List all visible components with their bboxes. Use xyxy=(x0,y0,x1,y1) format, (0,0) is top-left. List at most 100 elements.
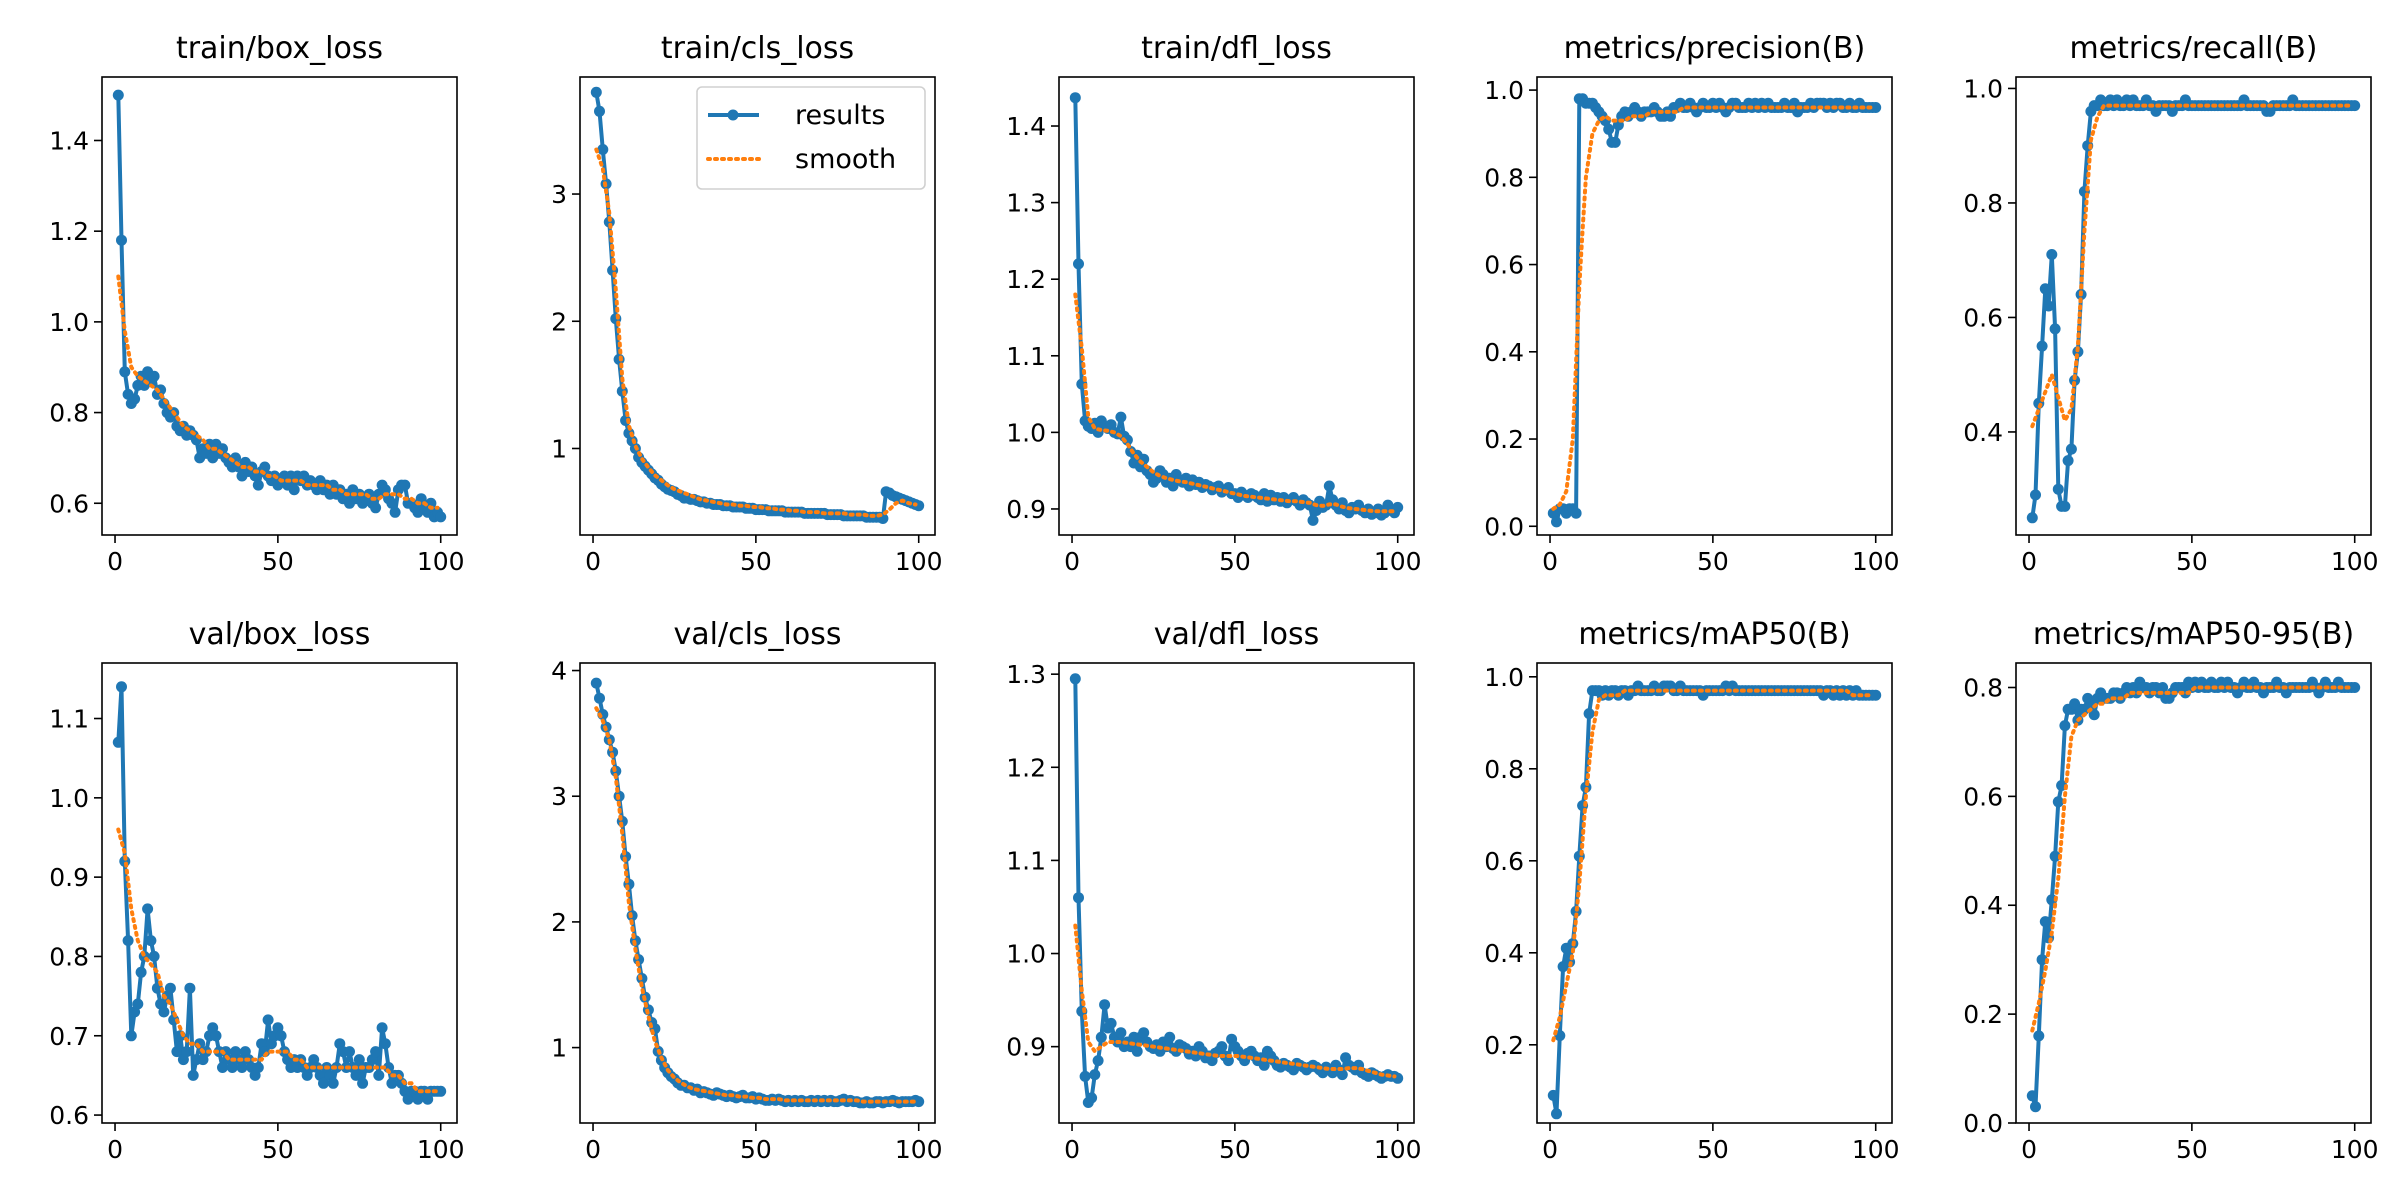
results-point xyxy=(590,677,602,689)
y-tick-label: 0.4 xyxy=(1963,891,2003,920)
legend-box xyxy=(696,86,926,190)
results-point xyxy=(2088,709,2100,721)
plot-area xyxy=(590,677,925,1109)
results-point xyxy=(132,998,144,1010)
results-point xyxy=(1258,1059,1270,1071)
results-line xyxy=(1073,97,1400,523)
plot-frame xyxy=(579,76,936,536)
results-point xyxy=(148,370,160,382)
results-point xyxy=(379,1038,391,1050)
results-point xyxy=(1079,1070,1091,1082)
plot-area xyxy=(112,681,447,1105)
results-point xyxy=(135,966,147,978)
results-point xyxy=(187,1069,199,1081)
results-point xyxy=(435,511,447,523)
results-point xyxy=(425,497,437,509)
plot-area xyxy=(2026,676,2361,1113)
results-point xyxy=(913,1096,925,1108)
results-point xyxy=(2026,1090,2038,1102)
results-point xyxy=(1323,480,1335,492)
results-line xyxy=(1551,96,1876,524)
results-point xyxy=(590,86,602,98)
results-point xyxy=(252,1062,264,1073)
plot-area xyxy=(1547,680,1882,1120)
y-tick-label: 1.2 xyxy=(1006,753,1046,782)
y-tick-label: 0.9 xyxy=(1006,495,1046,524)
y-tick-label: 1.2 xyxy=(1006,265,1046,294)
results-point xyxy=(2349,682,2361,693)
x-tick-label: 50 xyxy=(1219,1135,1251,1164)
panel-title: train/dfl_loss xyxy=(1141,31,1332,66)
y-tick-label: 4 xyxy=(551,657,567,686)
y-tick-label: 2 xyxy=(551,908,567,937)
results-point xyxy=(112,736,124,748)
results-point xyxy=(1069,673,1081,685)
smooth-line xyxy=(2030,685,2354,1033)
x-tick-label: 100 xyxy=(417,1135,465,1164)
results-point xyxy=(357,1077,369,1089)
results-point xyxy=(373,1069,385,1081)
results-point xyxy=(184,982,196,994)
legend-results-label: results xyxy=(795,100,885,131)
results-point xyxy=(1392,501,1404,513)
results-point xyxy=(1307,514,1319,526)
legend-results-marker xyxy=(727,109,739,121)
x-tick-label: 100 xyxy=(1852,1135,1900,1164)
results-point xyxy=(1164,1031,1176,1043)
y-tick-label: 0.6 xyxy=(1484,251,1524,280)
results-point xyxy=(1551,1108,1562,1120)
x-tick-label: 0 xyxy=(585,1135,601,1164)
y-tick-label: 0.2 xyxy=(1484,425,1524,454)
results-point xyxy=(386,497,398,509)
panel-title: metrics/mAP50(B) xyxy=(1578,617,1850,652)
results-point xyxy=(2049,850,2061,862)
y-tick-label: 0.8 xyxy=(1963,189,2003,218)
results-point xyxy=(236,1062,248,1073)
x-tick-label: 0 xyxy=(2021,1135,2037,1164)
results-point xyxy=(1073,258,1084,270)
panel-title: metrics/precision(B) xyxy=(1564,31,1866,66)
x-tick-label: 0 xyxy=(585,547,601,576)
results-point xyxy=(171,1046,183,1058)
y-tick-label: 1.0 xyxy=(1006,418,1046,447)
x-tick-label: 50 xyxy=(262,547,294,576)
results-point xyxy=(2052,796,2064,808)
results-point xyxy=(370,502,382,514)
results-point xyxy=(116,681,127,693)
x-tick-label: 100 xyxy=(1374,1135,1422,1164)
results-point xyxy=(318,1077,329,1089)
results-point xyxy=(259,461,271,473)
results-point xyxy=(2157,682,2169,693)
results-point xyxy=(210,1030,222,1042)
x-tick-label: 50 xyxy=(262,1135,294,1164)
y-tick-label: 0.7 xyxy=(49,1022,89,1051)
x-tick-label: 0 xyxy=(1064,547,1080,576)
results-point xyxy=(435,1085,447,1097)
results-point xyxy=(112,89,124,101)
results-point xyxy=(142,903,154,915)
smooth-line xyxy=(1073,292,1397,514)
x-tick-label: 0 xyxy=(107,1135,123,1164)
panel-val-cls-loss: val/cls_loss 0 50 100 1 2 3 4 xyxy=(551,617,942,1164)
results-point xyxy=(1583,708,1595,720)
y-tick-label: 1.0 xyxy=(1484,76,1524,105)
y-tick-label: 0.6 xyxy=(1963,303,2003,332)
y-tick-label: 0.6 xyxy=(1963,782,2003,811)
plot-frame xyxy=(579,662,936,1124)
y-tick-label: 0.2 xyxy=(1484,1031,1524,1060)
results-point xyxy=(2062,455,2074,467)
plot-frame xyxy=(1536,76,1893,536)
smooth-line xyxy=(1551,688,1875,1043)
x-tick-label: 50 xyxy=(740,547,772,576)
y-tick-label: 0.0 xyxy=(1963,1109,2003,1138)
results-point xyxy=(2069,374,2081,386)
results-point xyxy=(1603,123,1615,135)
panel-title: metrics/mAP50-95(B) xyxy=(2033,617,2354,652)
results-point xyxy=(2030,1101,2041,1113)
results-point xyxy=(1547,1089,1559,1101)
results-point xyxy=(116,234,127,246)
y-tick-label: 0.9 xyxy=(49,863,89,892)
panel-metrics-map50-b: metrics/mAP50(B) 0 50 100 0.2 0.4 0.6 0.8 1.0 xyxy=(1484,617,1899,1164)
results-point xyxy=(370,1046,382,1058)
y-tick-label: 1 xyxy=(551,1034,567,1063)
